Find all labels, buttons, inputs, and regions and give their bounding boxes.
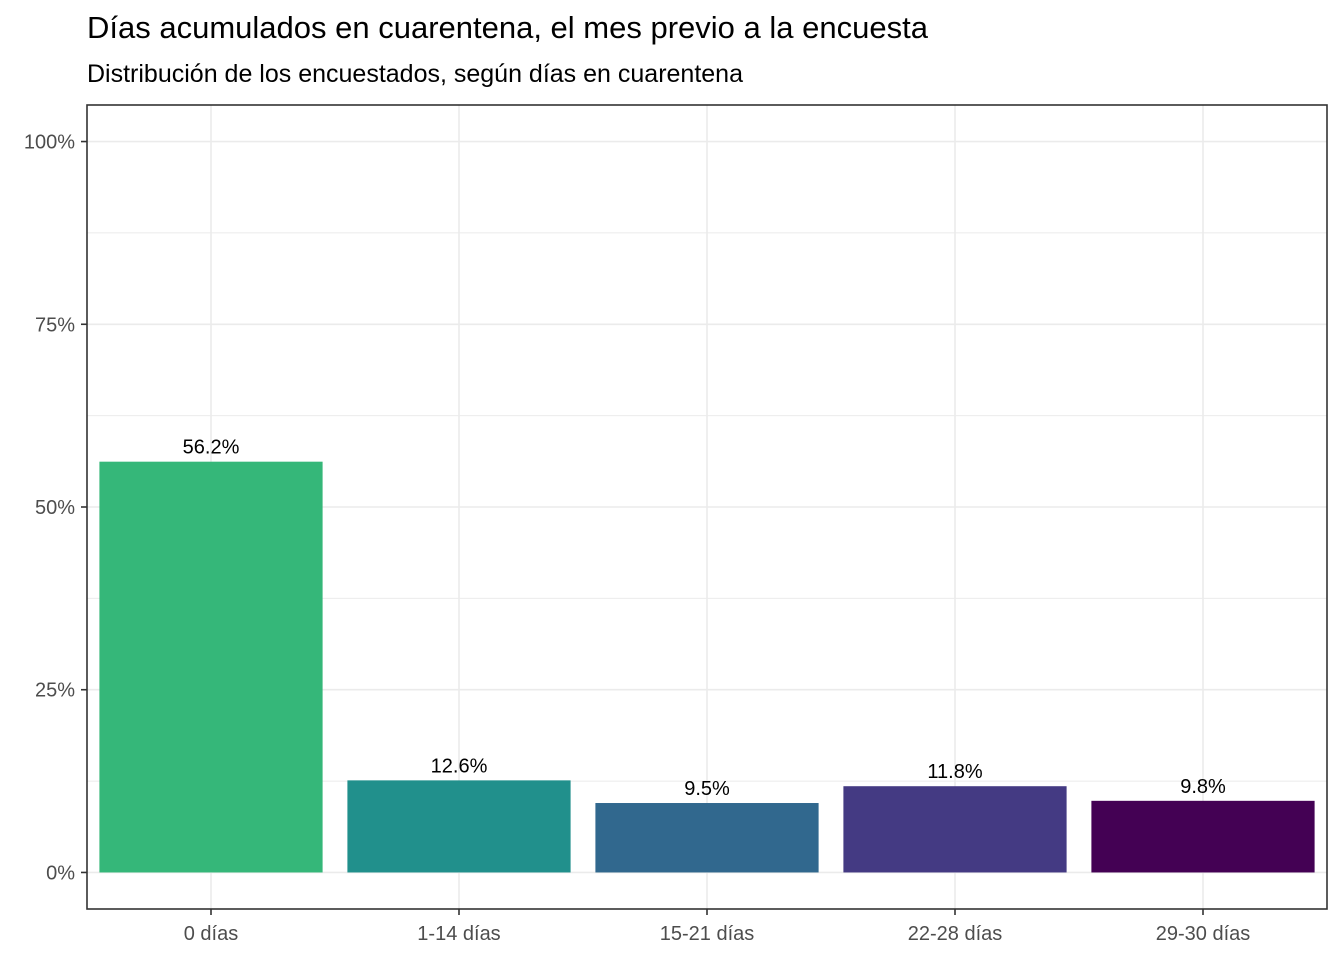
x-tick-label: 29-30 días (1156, 923, 1251, 945)
chart-subtitle: Distribución de los encuestados, según d… (87, 60, 743, 88)
y-tick-label: 25% (35, 680, 75, 702)
x-tick-label: 0 días (184, 923, 238, 945)
y-tick-label: 100% (24, 132, 75, 154)
y-tick-label: 0% (46, 862, 75, 884)
bar-1 (347, 780, 571, 873)
chart-title: Días acumulados en cuarentena, el mes pr… (87, 10, 928, 45)
bar-0 (99, 461, 323, 873)
data-label-4: 9.8% (1180, 776, 1226, 798)
y-tick-label: 50% (35, 497, 75, 519)
x-tick-label: 15-21 días (660, 923, 755, 945)
data-label-0: 56.2% (183, 437, 240, 459)
x-tick-label: 1-14 días (417, 923, 500, 945)
x-tick-label: 22-28 días (908, 923, 1003, 945)
bar-3 (843, 786, 1067, 873)
data-label-3: 11.8% (927, 761, 982, 783)
bar-2 (595, 803, 819, 873)
data-label-2: 9.5% (684, 778, 730, 800)
bar-4 (1091, 800, 1315, 873)
data-label-1: 12.6% (431, 755, 488, 777)
y-tick-label: 75% (35, 314, 75, 336)
